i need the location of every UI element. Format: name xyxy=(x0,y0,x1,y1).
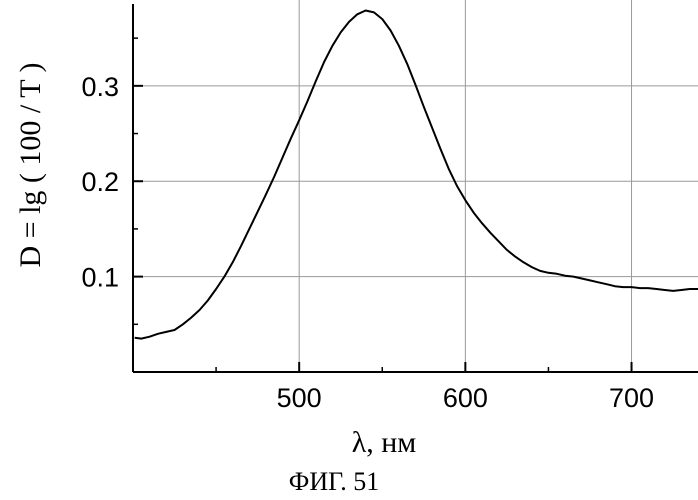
tick-labels: 500 600 700 0.1 0.2 0.3 xyxy=(81,72,654,413)
x-tick-label-700: 700 xyxy=(609,383,654,413)
series xyxy=(135,11,698,339)
ticks xyxy=(133,38,632,372)
x-axis-title: λ, нм xyxy=(352,426,417,459)
x-tick-label-600: 600 xyxy=(443,383,488,413)
y-tick-label-0.3: 0.3 xyxy=(81,72,119,102)
y-axis-title: D = lg ( 100 / T ) xyxy=(14,63,47,268)
y-tick-label-0.1: 0.1 xyxy=(81,263,119,293)
figure-caption: ФИГ. 51 xyxy=(289,467,379,496)
x-tick-label-500: 500 xyxy=(277,383,322,413)
y-tick-label-0.2: 0.2 xyxy=(81,167,119,197)
grid xyxy=(133,0,698,372)
absorbance-curve xyxy=(135,11,698,339)
axes xyxy=(133,4,698,372)
